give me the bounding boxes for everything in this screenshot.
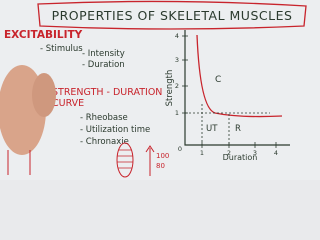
sketch (117, 149, 133, 169)
region-label: UT (206, 124, 218, 134)
note: - Duration (82, 60, 125, 70)
guide (201, 104, 230, 145)
graph: Strength Duration 0 C UT R 1 2 3 4 1 2 3 4 (165, 30, 290, 162)
tick-label: 1 (175, 109, 179, 117)
tick-label: 2 (227, 149, 231, 157)
heading: EXCITABILITY (4, 29, 83, 41)
axis-label: Duration (223, 153, 258, 162)
tick-label: 4 (274, 149, 278, 157)
note: - Utilization time (80, 125, 150, 135)
note: - Intensity (82, 49, 125, 59)
tick-label: 2 (175, 82, 179, 90)
tick-label: 4 (175, 32, 179, 40)
title-frame (37, 0, 307, 30)
arrow (145, 145, 155, 176)
sketch (116, 142, 134, 178)
tick-label: 3 (253, 149, 257, 157)
title: PROPERTIES OF SKELETAL MUSCLES (52, 8, 293, 23)
corner-note: 80 (156, 162, 165, 170)
heading: CURVE (52, 98, 84, 109)
tick-label: 3 (175, 56, 179, 64)
note: - Chronaxie (80, 137, 129, 147)
heading: STRENGTH - DURATION (52, 87, 162, 98)
whiteboard: PROPERTIES OF SKELETAL MUSCLES EXCITABIL… (0, 0, 307, 178)
note: - Stimulus (40, 44, 83, 54)
arrow (7, 150, 31, 175)
hand (32, 73, 56, 117)
note: - Rheobase (80, 113, 128, 123)
page: PROPERTIES OF SKELETAL MUSCLES EXCITABIL… (0, 0, 307, 178)
origin: 0 (178, 145, 182, 153)
axis-label: Strength (165, 70, 175, 107)
tick-label: 1 (200, 149, 204, 157)
region-label: C (215, 75, 221, 85)
corner-note: 100 (156, 152, 169, 160)
region-label: R (235, 124, 241, 134)
